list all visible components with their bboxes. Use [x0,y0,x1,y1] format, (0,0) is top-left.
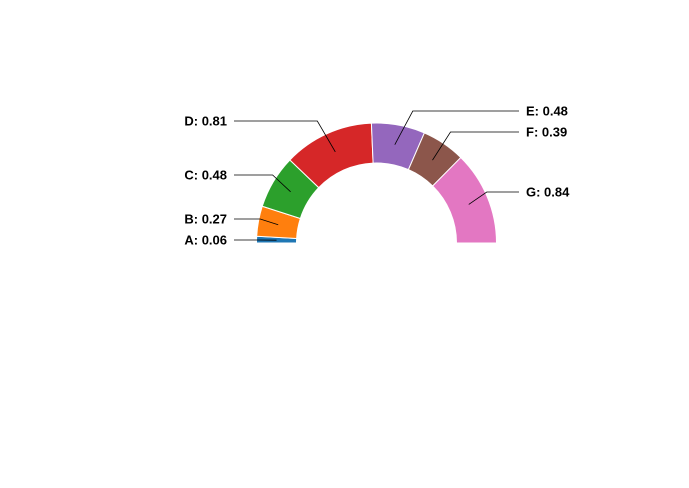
leader-line-b [234,218,279,226]
slice-g[interactable] [431,156,498,244]
label-c: C: 0.48 [184,168,227,183]
label-e: E: 0.48 [526,104,568,119]
label-a: A: 0.06 [184,233,227,248]
label-g: G: 0.84 [526,185,570,200]
leader-line-f [432,131,519,161]
label-b: B: 0.27 [184,212,227,227]
leader-line-g [468,191,519,205]
leader-line-d [234,120,336,153]
leader-lines-group [234,110,519,241]
label-f: F: 0.39 [526,125,567,140]
leader-line-e [394,110,519,145]
slices-group [255,122,498,244]
leader-line-c [234,174,291,193]
labels-group: A: 0.06 B: 0.27 C: 0.48 D: 0.81 E: 0.48 F: 0.… [184,104,570,248]
label-d: D: 0.81 [184,114,227,129]
